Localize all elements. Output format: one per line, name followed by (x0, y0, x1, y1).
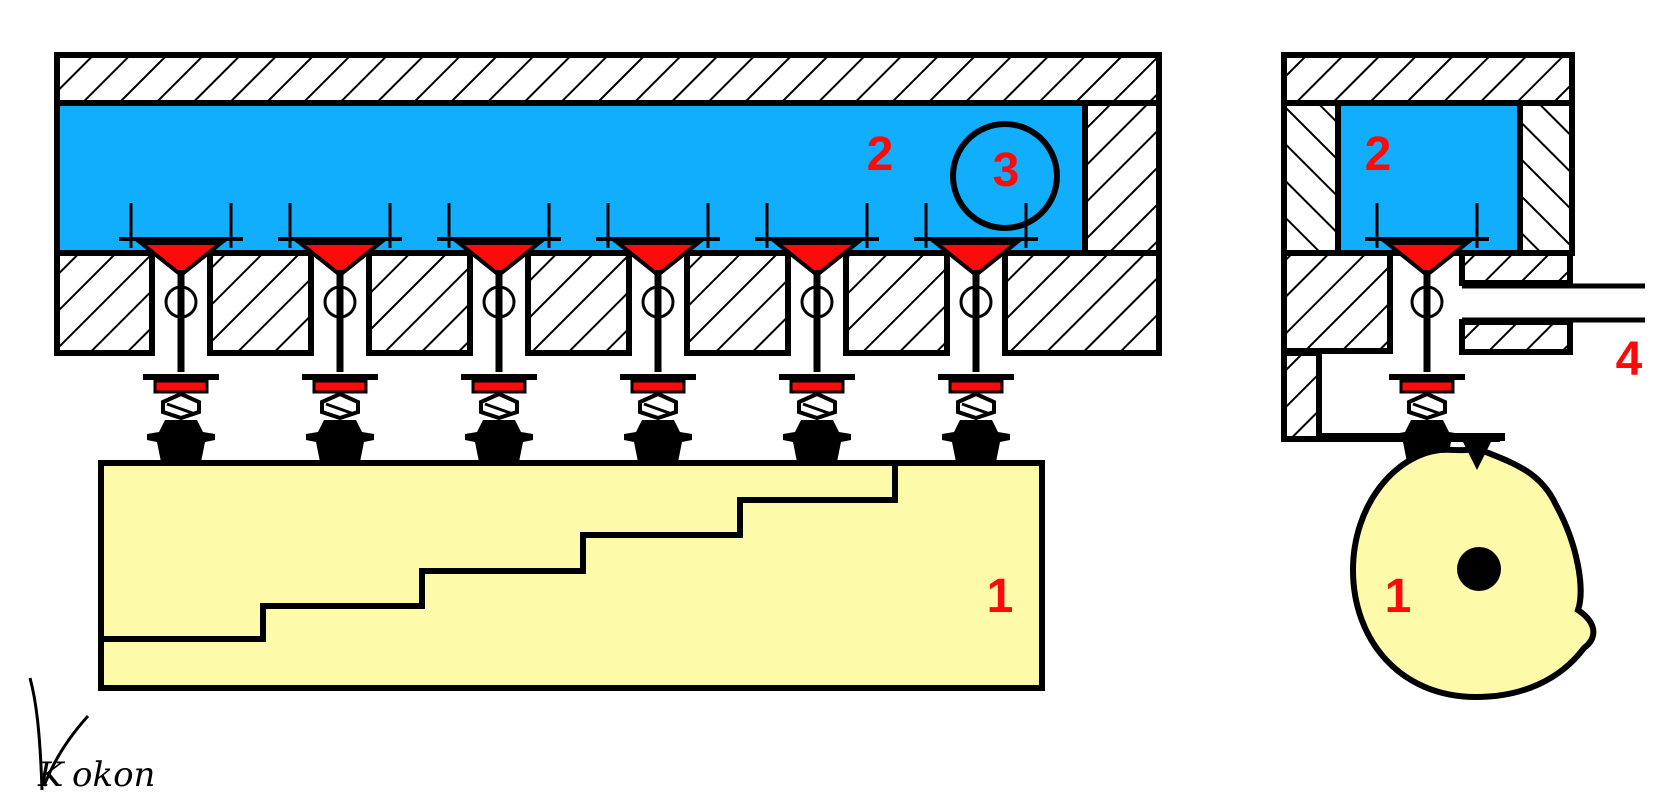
label-3-detail: 3 (993, 144, 1020, 197)
end-view-assembly: 2 1 4 (1281, 52, 1645, 701)
valve-row (119, 203, 1038, 462)
valve-seal (1399, 379, 1455, 394)
valve-tappet (147, 420, 215, 462)
body-block-3 (366, 250, 473, 356)
valve-seal (630, 379, 686, 394)
valve-head (771, 241, 863, 278)
label-2-end-chamber: 2 (1365, 128, 1392, 181)
label-1-cam-bar: 1 (987, 570, 1014, 623)
valve-tappet (465, 420, 533, 462)
body-block-end (1002, 250, 1162, 356)
valve-tappet (624, 420, 692, 462)
end-body-block (1281, 250, 1393, 354)
left-assembly: 2 3 1 (54, 52, 1162, 691)
valve-body-blocks (54, 250, 1162, 356)
label-1-rotary-cam: 1 (1385, 570, 1412, 623)
detail-circle (950, 121, 1060, 231)
valve-spring-ring (641, 285, 675, 319)
body-block-4 (525, 250, 632, 356)
valve-2 (278, 203, 402, 462)
valve-spring-ring (164, 285, 198, 319)
body-block-5 (684, 250, 791, 356)
valve-keeper-mark (325, 402, 355, 416)
end-valve (1365, 203, 1489, 462)
valve-head (294, 241, 386, 278)
valve-4 (596, 203, 720, 462)
body-block-2 (207, 250, 314, 356)
valve-keeper-mark (1412, 402, 1442, 416)
top-housing-wall (54, 52, 1162, 106)
fluid-chamber (54, 100, 1088, 256)
label-4-outlet: 4 (1616, 333, 1643, 386)
end-left-wall (1281, 100, 1341, 256)
cam-shaft (1457, 547, 1501, 591)
stepped-cam-bar (98, 460, 1045, 691)
valve-tappet (783, 420, 851, 462)
valve-keeper-mark (802, 402, 832, 416)
valve-5 (755, 203, 879, 462)
artist-signature: K okon (28, 677, 155, 795)
valve-seal (789, 379, 845, 394)
signature-rest: okon (72, 755, 155, 795)
signature-initial: K (37, 755, 66, 795)
valve-keeper-mark (484, 402, 514, 416)
end-top-wall (1281, 52, 1575, 106)
valve-spring-ring (1410, 285, 1444, 319)
valve-spring-ring (959, 285, 993, 319)
valve-3 (437, 203, 561, 462)
outlet-upper-wall (1459, 250, 1573, 286)
valve-head (1381, 241, 1473, 278)
end-guide-wall (1281, 350, 1322, 442)
valve-tappet (306, 420, 374, 462)
valve-keeper-mark (643, 402, 673, 416)
valve-6 (914, 203, 1038, 462)
chamber-end-block (1082, 100, 1162, 256)
valve-seal (312, 379, 368, 394)
signature-initial-stroke (28, 677, 90, 791)
valve-1 (119, 203, 243, 462)
body-block-6 (843, 250, 950, 356)
valve-spring-ring (323, 285, 357, 319)
body-block-1 (54, 250, 155, 356)
valve-seal (471, 379, 527, 394)
valve-spring-ring (800, 285, 834, 319)
valve-end (1365, 203, 1489, 462)
valve-head (612, 241, 704, 278)
end-right-wall (1517, 100, 1575, 256)
valve-spring-ring (482, 285, 516, 319)
valve-head (135, 241, 227, 278)
valve-keeper-mark (166, 402, 196, 416)
valve-head (930, 241, 1022, 278)
label-2-chamber: 2 (867, 128, 894, 181)
valve-keeper-mark (961, 402, 991, 416)
valve-head (453, 241, 545, 278)
cam-follower-tip (1462, 440, 1492, 470)
end-fluid-chamber (1335, 100, 1523, 256)
valve-seal (153, 379, 209, 394)
valve-seal (948, 379, 1004, 394)
outlet-lower-wall (1459, 319, 1573, 355)
cam-step-profile (101, 463, 898, 642)
valve-tappet (942, 420, 1010, 462)
